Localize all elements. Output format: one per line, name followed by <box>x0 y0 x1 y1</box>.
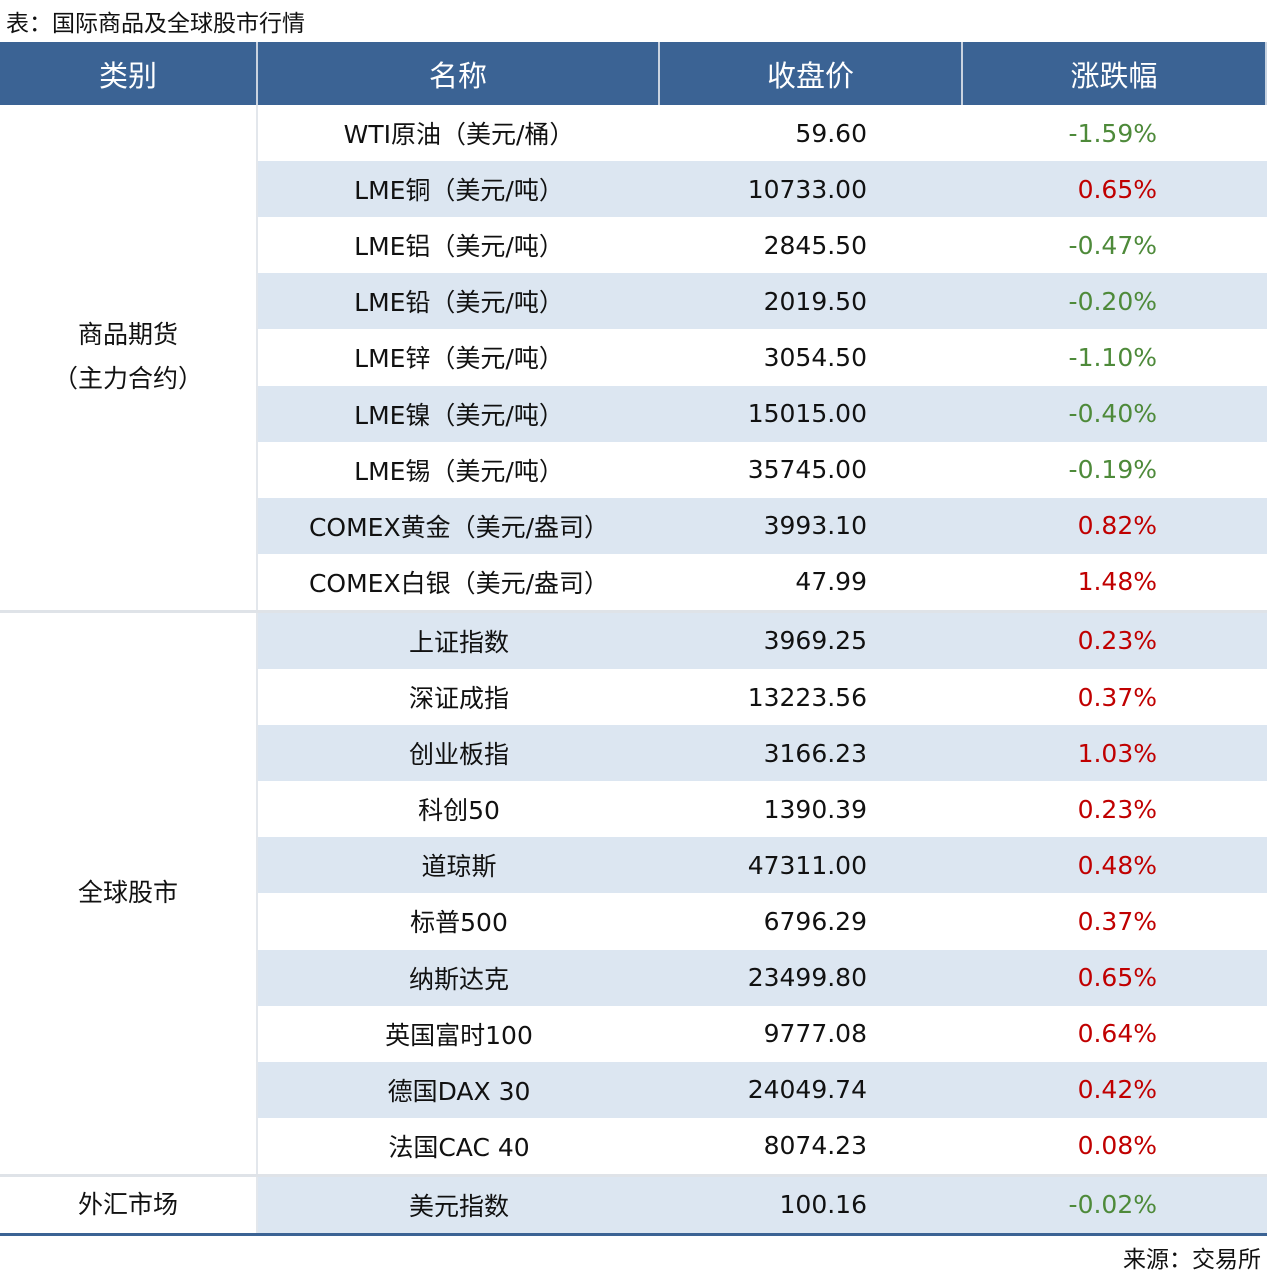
change-cell: 0.48% <box>963 837 1267 894</box>
name-cell: LME镍（美元/吨） <box>258 385 660 442</box>
name-cell: LME铝（美元/吨） <box>354 232 564 262</box>
change-cell: 0.65% <box>963 949 1267 1006</box>
name-cell: LME锡（美元/吨） <box>354 456 564 486</box>
change-cell: -1.10% <box>1068 342 1157 372</box>
change-cell: -0.20% <box>963 273 1267 330</box>
group-separator <box>0 1173 1267 1177</box>
change-cell: -0.40% <box>963 385 1267 442</box>
price-cell: 3166.23 <box>660 725 963 782</box>
name-cell: COMEX白银（美元/盎司） <box>308 568 610 598</box>
name-cell: 科创50 <box>418 796 500 826</box>
price-cell: 2845.50 <box>763 230 867 260</box>
name-cell: 法国CAC 40 <box>388 1132 530 1162</box>
name-cell: 纳斯达克 <box>258 949 660 1006</box>
name-cell: LME锌（美元/吨） <box>354 344 564 374</box>
header-cell: 涨跌幅 <box>963 42 1267 105</box>
change-cell: 0.08% <box>1077 1131 1157 1161</box>
category-cell: 全球股市 <box>0 612 258 1174</box>
name-cell: 深证成指 <box>408 684 509 714</box>
price-cell: 24049.74 <box>660 1061 963 1118</box>
name-cell: 德国DAX 30 <box>258 1061 660 1118</box>
category-label: 商品期货 <box>77 320 178 350</box>
category-cell: 商品期货 （主力合约） <box>0 105 258 610</box>
price-cell: 6796.29 <box>763 906 867 936</box>
change-cell: 0.64% <box>1077 1019 1157 1049</box>
price-cell: 8074.23 <box>763 1131 867 1161</box>
price-cell: 10733.00 <box>660 161 963 218</box>
price-cell: 47.99 <box>795 567 867 597</box>
price-cell: 2019.50 <box>660 273 963 330</box>
header-cell: 收盘价 <box>660 42 963 105</box>
change-cell: 0.82% <box>963 497 1267 554</box>
change-cell: 0.65% <box>963 161 1267 218</box>
name-cell: 上证指数 <box>258 612 660 669</box>
price-cell: 9777.08 <box>763 1019 867 1049</box>
price-cell: 47311.00 <box>660 837 963 894</box>
name-cell: COMEX黄金（美元/盎司） <box>258 497 660 554</box>
change-cell: 0.23% <box>963 612 1267 669</box>
category-cell: 外汇市场 <box>0 1176 258 1233</box>
price-cell: 3969.25 <box>660 612 963 669</box>
change-cell: 1.03% <box>963 725 1267 782</box>
table-title: 表：国际商品及全球股市行情 <box>6 11 305 37</box>
change-cell: -0.19% <box>1068 455 1157 485</box>
category-label: （主力合约） <box>52 364 203 394</box>
name-cell: 英国富时100 <box>385 1020 533 1050</box>
price-cell: 1390.39 <box>763 794 867 824</box>
name-cell: 美元指数 <box>258 1176 660 1233</box>
price-cell: 13223.56 <box>747 682 867 712</box>
name-cell: 创业板指 <box>258 725 660 782</box>
price-cell: 59.60 <box>795 118 867 148</box>
price-cell: 3054.50 <box>763 342 867 372</box>
price-cell: 15015.00 <box>660 385 963 442</box>
source-note: 来源：交易所 <box>1123 1247 1261 1273</box>
price-cell: 3993.10 <box>660 497 963 554</box>
change-cell: -0.02% <box>963 1176 1267 1233</box>
change-cell: 0.23% <box>1077 794 1157 824</box>
name-cell: 标普500 <box>410 908 508 938</box>
change-cell: -1.59% <box>1068 118 1157 148</box>
table-bottom-border <box>0 1233 1267 1236</box>
change-cell: 0.42% <box>963 1061 1267 1118</box>
category-label: 外汇市场 <box>77 1189 178 1219</box>
name-cell: LME铅（美元/吨） <box>258 273 660 330</box>
change-cell: 0.37% <box>1077 906 1157 936</box>
price-cell: 100.16 <box>660 1176 963 1233</box>
name-cell: LME铜（美元/吨） <box>258 161 660 218</box>
price-cell: 35745.00 <box>747 455 867 485</box>
group-separator <box>0 609 1267 613</box>
change-cell: 1.48% <box>1077 567 1157 597</box>
change-cell: 0.37% <box>1077 682 1157 712</box>
header-cell: 类别 <box>0 42 258 105</box>
name-cell: WTI原油（美元/桶） <box>343 120 575 150</box>
price-cell: 23499.80 <box>660 949 963 1006</box>
category-label: 全球股市 <box>77 878 178 908</box>
header-cell: 名称 <box>258 42 660 105</box>
change-cell: -0.47% <box>1068 230 1157 260</box>
name-cell: 道琼斯 <box>258 837 660 894</box>
